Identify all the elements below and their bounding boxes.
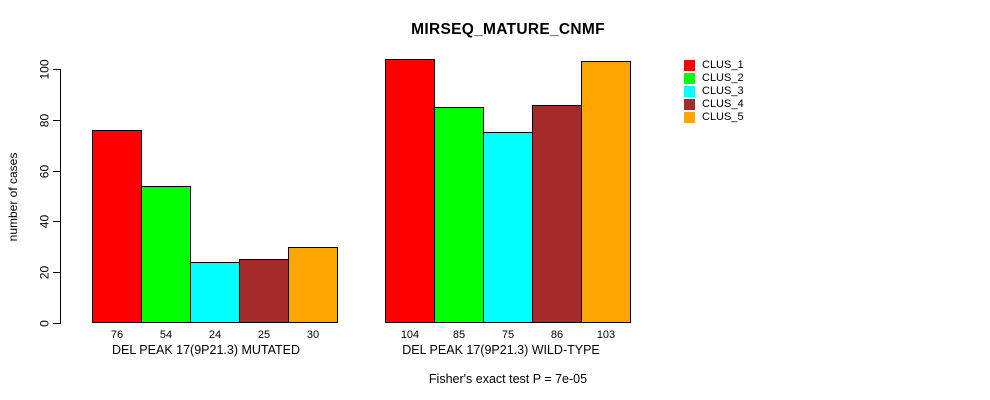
y-tick-mark (53, 171, 61, 172)
y-tick-label: 60 (37, 164, 52, 179)
y-tick-mark (53, 221, 61, 222)
bar-value-label: 24 (208, 329, 222, 341)
bar-clus_5-group2 (581, 61, 631, 323)
legend-swatch-icon (684, 60, 695, 71)
bar-clus_1-group1 (92, 130, 142, 323)
fisher-test-annotation: Fisher's exact test P = 7e-05 (428, 372, 588, 386)
bar-clus_2-group2 (434, 107, 484, 323)
legend-item-clus_4: CLUS_4 (684, 98, 744, 111)
legend-swatch-icon (684, 99, 695, 110)
bar-value-label: 86 (550, 329, 564, 341)
bar-value-label: 25 (257, 329, 271, 341)
bar-value-label: 85 (452, 329, 466, 341)
legend-label: CLUS_2 (702, 72, 744, 84)
legend-item-clus_2: CLUS_2 (684, 72, 744, 85)
legend-label: CLUS_4 (702, 98, 744, 110)
bar-clus_3-group2 (483, 132, 533, 323)
y-tick-label: 80 (37, 113, 52, 128)
legend-swatch-icon (684, 86, 695, 97)
y-axis-line (60, 69, 61, 324)
legend-swatch-icon (684, 73, 695, 84)
legend-label: CLUS_5 (702, 111, 744, 123)
bar-value-label: 103 (596, 329, 616, 341)
legend-label: CLUS_1 (702, 59, 744, 71)
y-tick-mark (53, 69, 61, 70)
group-label-wildtype: DEL PEAK 17(9P21.3) WILD-TYPE (402, 343, 600, 357)
bar-value-label: 54 (159, 329, 173, 341)
group-label-mutated: DEL PEAK 17(9P21.3) MUTATED (111, 343, 301, 357)
legend-swatch-icon (684, 112, 695, 123)
bar-value-label: 104 (400, 329, 420, 341)
y-tick-mark (53, 323, 61, 324)
bar-clus_1-group2 (385, 59, 435, 323)
legend-item-clus_3: CLUS_3 (684, 85, 744, 98)
legend-item-clus_5: CLUS_5 (684, 111, 744, 124)
bar-clus_3-group1 (190, 262, 240, 323)
legend-label: CLUS_3 (702, 85, 744, 97)
y-axis-title: number of cases (6, 152, 20, 242)
bar-clus_5-group1 (288, 247, 338, 323)
bar-value-label: 75 (501, 329, 515, 341)
bar-value-label: 76 (110, 329, 124, 341)
y-tick-mark (53, 120, 61, 121)
bar-clus_4-group1 (239, 259, 289, 323)
bar-value-label: 30 (306, 329, 320, 341)
y-tick-mark (53, 272, 61, 273)
y-tick-label: 100 (37, 59, 52, 80)
y-tick-label: 40 (37, 214, 52, 229)
y-tick-label: 0 (37, 320, 52, 327)
bar-clus_2-group1 (141, 186, 191, 323)
bar-clus_4-group2 (532, 105, 582, 323)
chart-title: MIRSEQ_MATURE_CNMF (411, 21, 605, 38)
legend-item-clus_1: CLUS_1 (684, 59, 744, 72)
y-tick-label: 20 (37, 265, 52, 280)
legend: CLUS_1 CLUS_2 CLUS_3 CLUS_4 CLUS_5 (684, 59, 744, 124)
